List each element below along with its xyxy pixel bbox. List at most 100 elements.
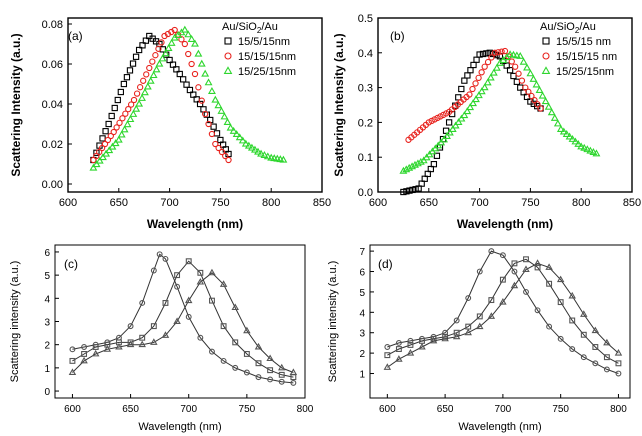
data-point	[120, 80, 128, 88]
data-point	[440, 135, 448, 143]
data-point	[243, 369, 250, 376]
data-point	[534, 101, 541, 108]
data-point	[516, 51, 525, 59]
data-point	[454, 118, 463, 126]
data-point	[279, 155, 288, 163]
data-point	[105, 120, 112, 128]
data-point	[463, 107, 472, 115]
data-point	[413, 159, 422, 167]
data-point	[266, 354, 274, 362]
data-point	[541, 97, 550, 105]
data-point	[247, 143, 256, 151]
data-point	[107, 132, 114, 140]
data-point	[474, 91, 483, 99]
data-point	[196, 277, 205, 285]
y-tick-label: 3	[359, 329, 365, 340]
data-point	[146, 64, 153, 72]
data-point	[523, 63, 531, 71]
data-point	[142, 37, 150, 44]
data-point	[512, 51, 521, 59]
data-point	[250, 145, 259, 153]
data-point	[92, 344, 99, 350]
data-point	[98, 153, 107, 161]
x-tick-label: 650	[420, 197, 438, 209]
data-point	[506, 50, 515, 58]
plot-frame	[369, 244, 631, 399]
data-point	[277, 363, 286, 371]
panel-label: (c)	[64, 257, 78, 271]
data-point	[136, 84, 144, 91]
data-point	[222, 152, 229, 160]
y-axis-title: Scattering intensity (a.u.)	[327, 261, 339, 383]
data-point	[184, 30, 193, 38]
data-point	[115, 342, 123, 350]
data-point	[156, 251, 163, 258]
data-point	[196, 100, 204, 108]
data-point	[460, 111, 469, 119]
data-point	[98, 144, 106, 152]
data-point	[212, 140, 219, 148]
data-point	[260, 151, 269, 158]
data-point	[150, 338, 158, 345]
y-tick-label: 0.02	[42, 139, 63, 151]
data-point	[159, 46, 166, 53]
x-tick-label: 650	[110, 197, 128, 209]
data-point	[511, 268, 518, 275]
data-point	[464, 328, 472, 336]
data-point	[99, 135, 106, 142]
data-point	[90, 156, 97, 164]
data-point	[531, 96, 538, 104]
chart-panel: 600 650 700 750 800 0 1 2 3 4 5 6 Wavelength (nm) Sca…	[9, 244, 314, 433]
data-point	[116, 119, 123, 127]
panel-label: (b)	[390, 29, 405, 43]
data-point	[469, 99, 478, 107]
x-tick-label: 750	[552, 404, 569, 415]
data-point	[476, 51, 483, 58]
data-point	[565, 132, 574, 140]
data-point	[211, 95, 220, 103]
data-point	[278, 371, 285, 378]
data-point	[152, 52, 159, 59]
data-point	[405, 163, 414, 171]
data-point	[537, 105, 544, 112]
data-point	[140, 88, 149, 96]
data-point	[191, 39, 199, 47]
data-point	[235, 133, 244, 141]
data-point	[217, 106, 226, 114]
y-tick-label: 6	[359, 268, 365, 279]
legend-marker	[223, 66, 233, 74]
x-tick-label: 750	[521, 197, 539, 209]
legend-marker	[541, 66, 551, 74]
data-point	[263, 152, 272, 160]
panel-label: (a)	[68, 29, 83, 43]
y-tick-label: 0	[44, 387, 50, 398]
data-point	[123, 120, 132, 128]
data-point	[173, 66, 180, 73]
data-point	[102, 149, 111, 157]
data-point	[150, 323, 157, 330]
data-point	[451, 121, 460, 129]
data-point	[455, 94, 462, 101]
data-point	[220, 323, 227, 330]
data-point	[127, 101, 135, 108]
data-point	[257, 149, 265, 157]
data-point	[215, 144, 222, 152]
x-tick-label: 750	[211, 197, 229, 209]
data-point	[197, 334, 204, 341]
y-axis-title: Scattering intensity (a.u.)	[9, 261, 21, 383]
x-tick-label: 850	[623, 197, 641, 209]
data-point	[185, 50, 192, 58]
data-point	[267, 376, 274, 383]
data-point	[586, 146, 595, 154]
data-point	[104, 136, 112, 144]
data-point	[488, 248, 495, 255]
data-point	[481, 63, 488, 70]
data-point	[411, 160, 419, 168]
plot-frame	[67, 17, 323, 193]
data-point	[399, 166, 408, 174]
data-point	[183, 81, 190, 88]
data-point	[91, 349, 100, 357]
data-point	[143, 82, 152, 90]
data-point	[132, 53, 140, 60]
